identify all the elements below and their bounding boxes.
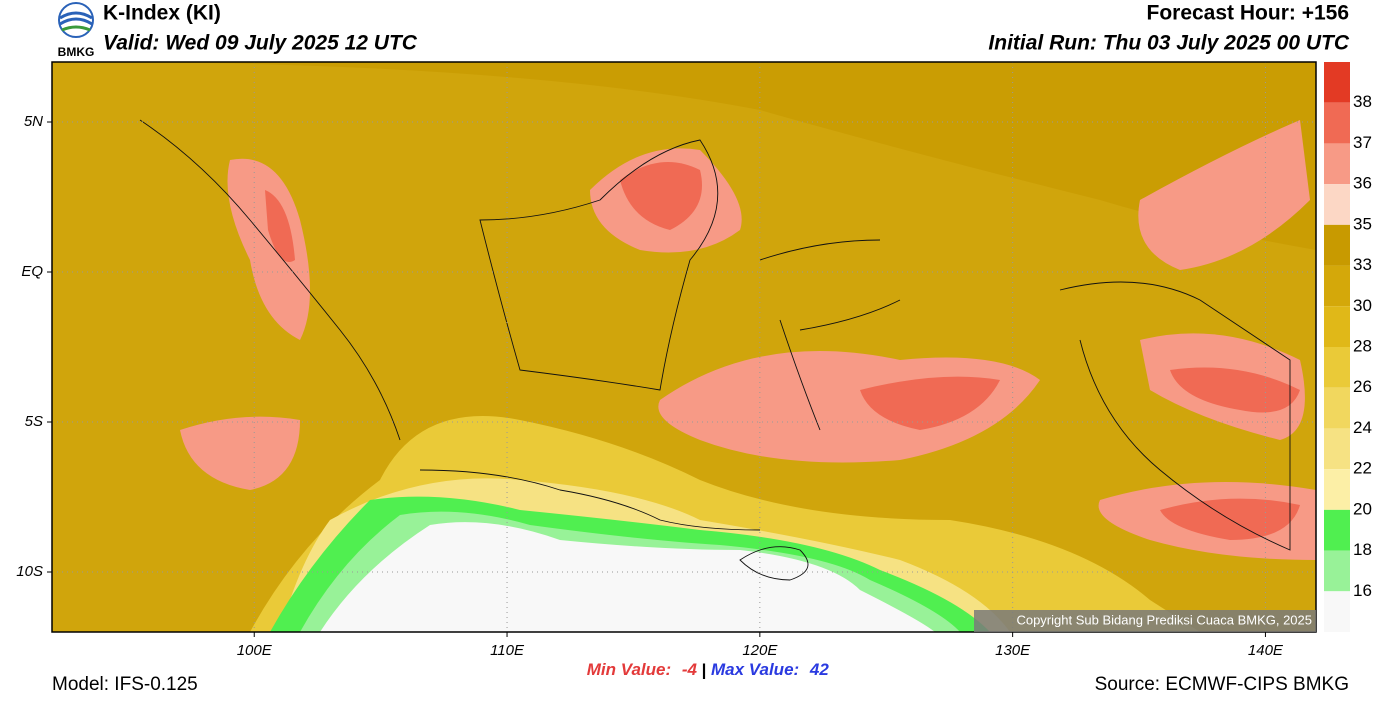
max-label: Max Value: (711, 660, 799, 679)
y-tick-label: 5S (25, 413, 43, 430)
colorbar-label: 28 (1353, 336, 1372, 355)
y-tick-label: 10S (16, 563, 43, 580)
separator: | (702, 660, 707, 679)
colorbar-segment (1324, 265, 1350, 307)
colorbar-label: 35 (1353, 214, 1372, 233)
model: Model: IFS-0.125 (52, 674, 198, 695)
copyright: Copyright Sub Bidang Prediksi Cuaca BMKG… (1016, 612, 1312, 627)
source: Source: ECMWF-CIPS BMKG (1095, 674, 1349, 695)
x-tick-label: 140E (1248, 642, 1284, 659)
x-tick-label: 110E (490, 642, 525, 659)
colorbar-segment (1324, 591, 1350, 632)
colorbar-label: 33 (1353, 255, 1372, 274)
colorbar-label: 20 (1353, 499, 1372, 518)
x-tick-label: 100E (237, 642, 273, 659)
valid-time: Valid: Wed 09 July 2025 12 UTC (103, 32, 418, 55)
colorbar-segment (1324, 62, 1350, 103)
max-number: 42 (809, 660, 829, 679)
colorbar-segment (1324, 102, 1350, 144)
title: K-Index (KI) (103, 2, 221, 25)
colorbar-segment (1324, 387, 1350, 429)
y-tick-label: 5N (24, 113, 43, 130)
logo-text: BMKG (58, 45, 95, 59)
logo: BMKG (58, 2, 95, 59)
copyright-box (974, 610, 1316, 632)
x-tick-label: 130E (995, 642, 1031, 659)
map-frame (51, 61, 1317, 633)
colorbar-segment (1324, 469, 1350, 510)
coastlines (139, 119, 1291, 581)
colorbar-label: 30 (1353, 296, 1372, 315)
colorbar-segment (1324, 143, 1350, 185)
forecast-hour: Forecast Hour: +156 (1147, 2, 1350, 25)
map-field (52, 62, 1316, 632)
min-label: Min Value: (587, 660, 671, 679)
colorbar-label: 26 (1353, 377, 1372, 396)
colorbar-segment (1324, 184, 1350, 225)
max-value: Max Value: 42 (711, 660, 829, 679)
min-number: -4 (682, 660, 698, 679)
colorbar-label: 38 (1353, 92, 1372, 111)
initial-run: Initial Run: Thu 03 July 2025 00 UTC (988, 32, 1349, 55)
colorbar-segment (1324, 509, 1350, 551)
colorbar-segment (1324, 428, 1350, 470)
colorbar-label: 36 (1353, 174, 1372, 193)
y-tick-label: EQ (21, 263, 43, 280)
colorbar-segment (1324, 347, 1350, 388)
colorbar-label: 16 (1353, 581, 1372, 600)
x-tick-label: 120E (742, 642, 778, 659)
min-value: Min Value: -4 (587, 660, 698, 679)
colorbar-label: 18 (1353, 540, 1372, 559)
colorbar-label: 37 (1353, 133, 1372, 152)
grid: 100E 110E 120E 130E 140E 5N EQ 5S 10S (16, 62, 1316, 659)
colorbar-segment (1324, 224, 1350, 266)
colorbar-label: 24 (1353, 418, 1372, 437)
colorbar-label: 22 (1353, 459, 1372, 478)
colorbar: 38 37 36 35 33 30 28 26 24 22 20 18 16 (1324, 62, 1372, 632)
colorbar-segment (1324, 550, 1350, 592)
colorbar-segment (1324, 306, 1350, 347)
